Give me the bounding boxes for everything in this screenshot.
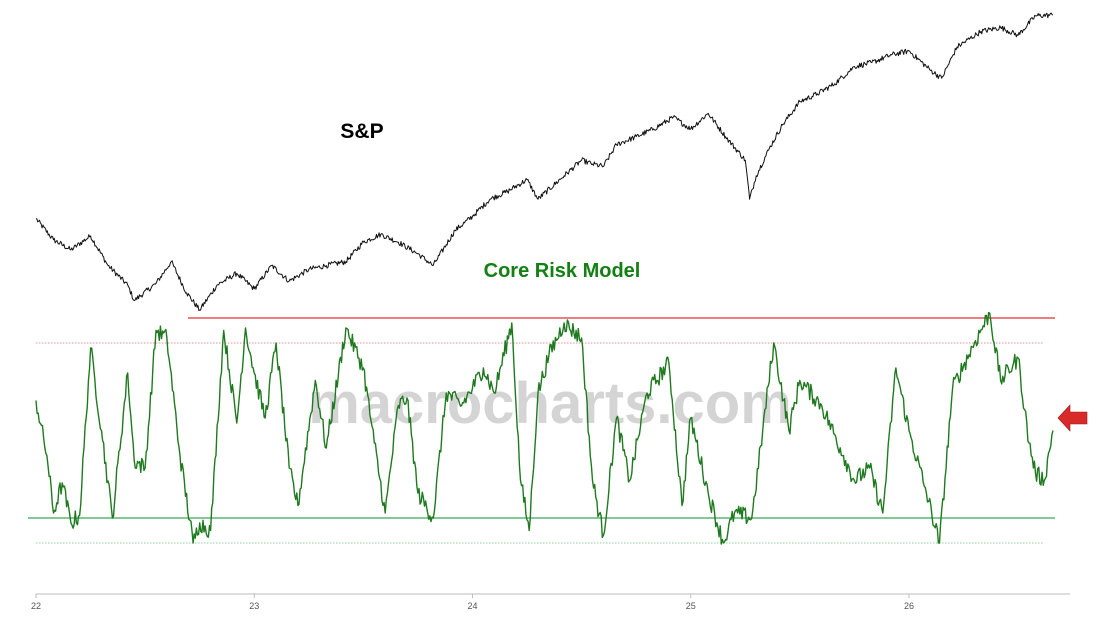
watermark: macrocharts.com bbox=[308, 371, 792, 436]
series-layer bbox=[35, 12, 1054, 545]
x-tick-label-23: 23 bbox=[249, 601, 259, 611]
sp-series-line bbox=[35, 12, 1054, 311]
annotation-layer bbox=[1057, 404, 1088, 432]
x-tick-label-26: 26 bbox=[904, 601, 914, 611]
risk-series-label: Core Risk Model bbox=[484, 260, 641, 282]
sp-series-label: S&P bbox=[340, 120, 383, 143]
x-tick-label-25: 25 bbox=[686, 601, 696, 611]
x-tick-label-24: 24 bbox=[467, 601, 477, 611]
x-tick-label-22: 22 bbox=[31, 601, 41, 611]
risk-model-series-line bbox=[35, 311, 1054, 545]
x-axis-ticks: 22 23 24 25 26 bbox=[31, 594, 914, 611]
reference-lines bbox=[28, 317, 1055, 544]
current-value-arrow-icon bbox=[1057, 404, 1088, 432]
